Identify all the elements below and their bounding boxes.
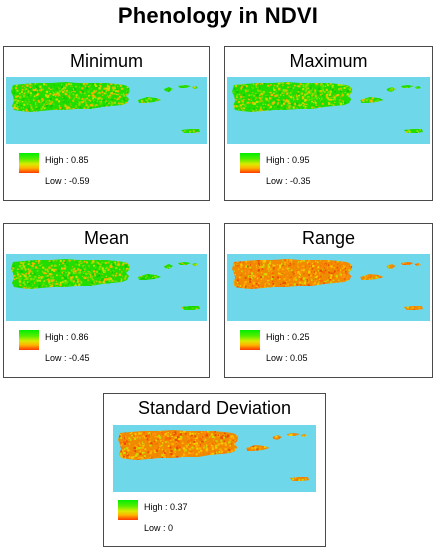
legend-high-label: High : 0.25 bbox=[266, 332, 310, 342]
legend-color-ramp bbox=[118, 500, 138, 520]
legend-color-ramp bbox=[240, 330, 260, 350]
legend-low-label: Low : 0.05 bbox=[266, 353, 308, 363]
legend-high-label: High : 0.85 bbox=[45, 155, 89, 165]
panel-title: Range bbox=[301, 228, 356, 248]
island-culebra bbox=[386, 264, 396, 269]
puerto-rico-map bbox=[6, 77, 207, 144]
panel-maximum: Maximum High : 0.95 Low : -0.35 bbox=[224, 46, 433, 201]
island-vieques bbox=[246, 445, 270, 451]
island-st-thomas bbox=[400, 85, 414, 88]
panel-range: Range High : 0.25 Low : 0.05 bbox=[224, 223, 433, 378]
panel-mean: Mean High : 0.86 Low : -0.45 bbox=[3, 223, 210, 378]
panel-title: Mean bbox=[83, 228, 130, 248]
puerto-rico-map bbox=[6, 254, 207, 321]
island-vieques bbox=[360, 97, 384, 103]
puerto-rico-map bbox=[113, 425, 316, 492]
puerto-rico-map bbox=[227, 254, 430, 321]
legend-low-label: Low : -0.59 bbox=[45, 176, 90, 186]
legend-high-label: High : 0.37 bbox=[144, 502, 188, 512]
legend-high-label: High : 0.95 bbox=[266, 155, 310, 165]
puerto-rico-map bbox=[227, 77, 430, 144]
island-st-croix bbox=[289, 477, 309, 481]
island-vieques bbox=[138, 97, 161, 103]
panel-standard-deviation: Standard Deviation High : 0.37 Low : 0 bbox=[103, 393, 326, 547]
legend-low-label: Low : -0.45 bbox=[45, 353, 90, 363]
legend-color-ramp bbox=[19, 153, 39, 173]
figure-title: Phenology in NDVI bbox=[117, 3, 319, 28]
land-texture bbox=[138, 274, 161, 280]
legend-high-label: High : 0.86 bbox=[45, 332, 89, 342]
panel-title: Minimum bbox=[69, 51, 143, 71]
panel-minimum: Minimum High : 0.85 Low : -0.59 bbox=[3, 46, 210, 201]
land-texture bbox=[232, 82, 353, 112]
legend-low-label: Low : -0.35 bbox=[266, 176, 311, 186]
panel-title: Maximum bbox=[289, 51, 368, 71]
island-st-thomas bbox=[178, 85, 191, 88]
legend-low-label: Low : 0 bbox=[144, 523, 174, 533]
panel-title: Standard Deviation bbox=[137, 398, 292, 418]
island-culebra bbox=[164, 87, 173, 92]
legend-color-ramp bbox=[19, 330, 39, 350]
legend-color-ramp bbox=[240, 153, 260, 173]
